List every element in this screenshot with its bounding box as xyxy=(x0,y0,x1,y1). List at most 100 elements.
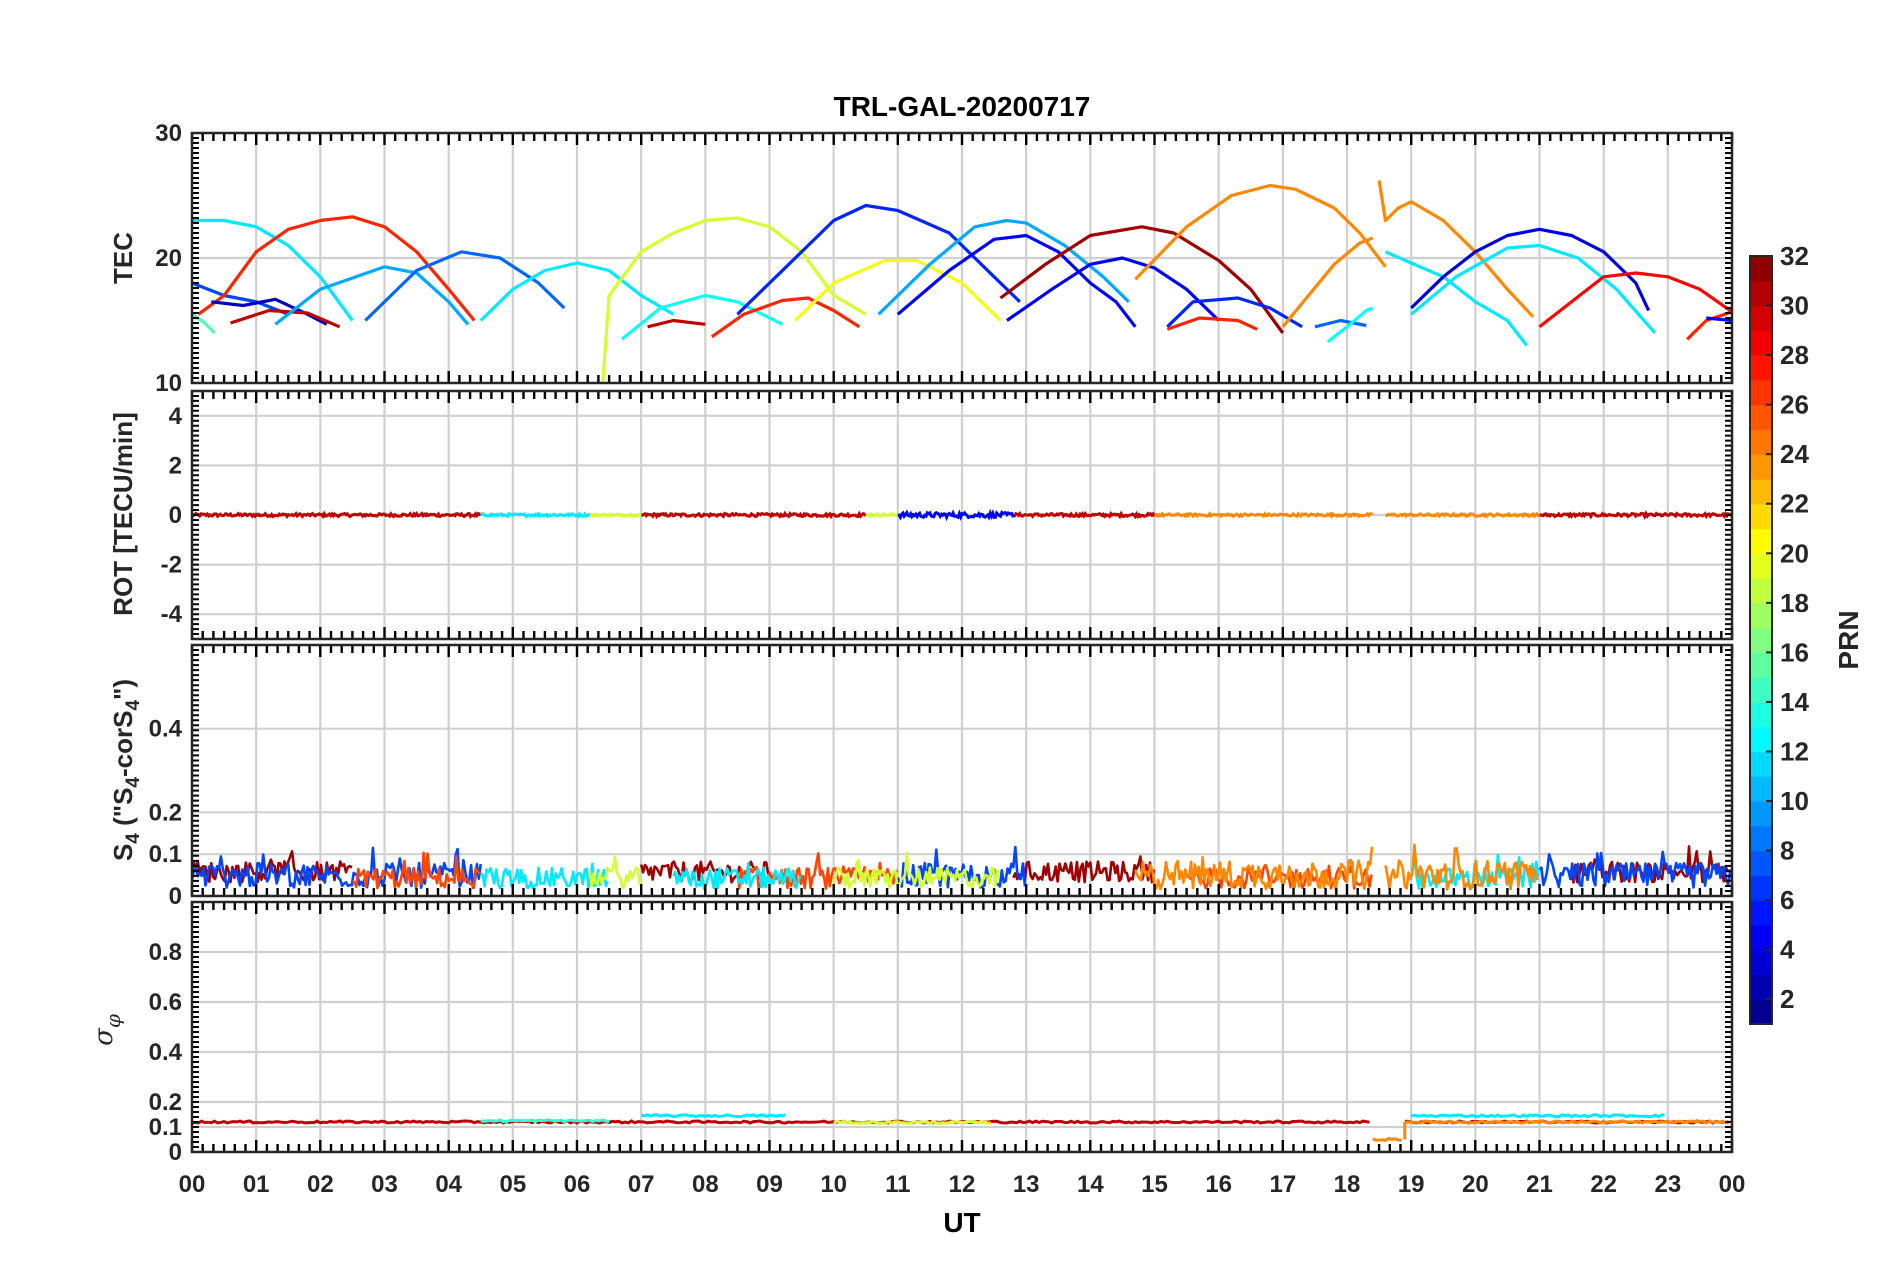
colorbar-tick-label: 2 xyxy=(1780,984,1794,1014)
colorbar-tick-label: 28 xyxy=(1780,340,1809,370)
s4-series-prn-24 xyxy=(1134,846,1374,891)
colorbar-swatch xyxy=(1750,776,1772,802)
rot-series-prn-19 xyxy=(865,511,899,518)
colorbar-tick-label: 12 xyxy=(1780,736,1809,766)
colorbar-swatch xyxy=(1750,726,1772,753)
colorbar-swatch xyxy=(1750,677,1772,703)
tec-series-prn-27 xyxy=(1166,316,1258,331)
s4-series-group xyxy=(192,843,1732,891)
s4-series-prn-19 xyxy=(588,855,642,890)
chart-title: TRL-GAL-20200717 xyxy=(834,91,1091,122)
tec-axes-frame xyxy=(190,131,1734,385)
s4-series-prn-26 xyxy=(351,851,481,890)
tec-series-prn-12 xyxy=(192,218,354,322)
s4-y-tick-label: 0.4 xyxy=(149,716,183,743)
rot-series-prn-12 xyxy=(479,511,591,519)
tec-series-prn-24 xyxy=(1134,183,1387,281)
rot-series-prn-24 xyxy=(1385,511,1540,519)
x-tick-label: 20 xyxy=(1462,1171,1489,1198)
tec-series-prn-27 xyxy=(710,296,861,339)
x-tick-label: 19 xyxy=(1398,1171,1425,1198)
tec-y-tick-label: 10 xyxy=(155,370,182,397)
colorbar-tick-label: 6 xyxy=(1780,885,1794,915)
x-tick-label: 23 xyxy=(1654,1171,1681,1198)
x-tick-label: 06 xyxy=(564,1171,591,1198)
colorbar-tick-label: 24 xyxy=(1780,439,1809,469)
x-tick-label: 05 xyxy=(499,1171,526,1198)
x-tick-label: 11 xyxy=(885,1171,910,1198)
colorbar-frame xyxy=(1749,255,1773,1025)
colorbar-tick-label: 18 xyxy=(1780,588,1809,618)
tec-panel: 10 20 30 xyxy=(155,120,1734,397)
x-tick-label: 04 xyxy=(435,1171,462,1198)
tec-series-group xyxy=(192,180,1732,383)
colorbar-swatch xyxy=(1750,330,1772,356)
tec-series-prn-30 xyxy=(647,318,706,329)
s4-series-prn-12 xyxy=(672,861,802,890)
sigma-y-tick-label: 0.8 xyxy=(149,939,182,966)
colorbar-tick-label: 10 xyxy=(1780,786,1809,816)
tec-series-prn-13 xyxy=(1326,306,1374,344)
colorbar-swatch xyxy=(1750,280,1772,307)
rot-series-prn-30 xyxy=(192,510,482,520)
colorbar-tick-label: 20 xyxy=(1780,538,1809,568)
sigma-series-prn-19 xyxy=(833,1119,992,1126)
s4-panel: 0 0.1 0.2 0.4 xyxy=(149,643,1734,910)
s4-axes-frame xyxy=(190,643,1734,898)
colorbar-swatch xyxy=(1750,974,1772,1000)
sigma-y-tick-label: 0.2 xyxy=(149,1089,182,1116)
colorbar-swatch xyxy=(1750,528,1772,554)
sigma-y-tick-label: 0.1 xyxy=(149,1114,182,1141)
tec-series-prn-12 xyxy=(1384,250,1528,347)
colorbar-tick-label: 32 xyxy=(1780,241,1809,271)
colorbar-swatch xyxy=(1750,825,1772,852)
colorbar-swatch xyxy=(1750,478,1772,505)
x-tick-label: 12 xyxy=(949,1171,976,1198)
colorbar-swatch xyxy=(1750,751,1772,777)
tec-series-prn-3 xyxy=(211,297,328,326)
tec-series-prn-10 xyxy=(274,265,470,326)
s4-y-tick-label: 0.1 xyxy=(149,841,182,868)
x-tick-label: 17 xyxy=(1269,1171,1296,1198)
colorbar-swatch xyxy=(1750,379,1772,406)
tec-series-prn-27 xyxy=(197,215,476,322)
rot-series-prn-5 xyxy=(897,508,1015,522)
rot-panel: -4 -2 0 2 4 xyxy=(161,389,1734,641)
colorbar-swatch xyxy=(1750,602,1772,629)
rot-y-tick-label: -4 xyxy=(161,601,183,628)
sigma-y-tick-label: 0.4 xyxy=(149,1039,183,1066)
s4-y-tick-label: 0 xyxy=(169,883,182,910)
sigma-series-prn-12 xyxy=(640,1113,786,1119)
sigma-series-prn-30 xyxy=(192,1119,1370,1125)
sigma-axes-frame xyxy=(190,900,1734,1154)
x-tick-label: 02 xyxy=(307,1171,334,1198)
x-tick-label: 21 xyxy=(1526,1171,1553,1198)
sigma-series-prn-24 xyxy=(1372,1137,1402,1142)
rot-y-tick-label: 2 xyxy=(169,452,182,479)
colorbar-swatch xyxy=(1750,454,1772,480)
s4-series-prn-7 xyxy=(1538,850,1732,889)
x-tick-label: 10 xyxy=(820,1171,847,1198)
tec-series-prn-27 xyxy=(1685,310,1732,341)
colorbar-tick-label: 16 xyxy=(1780,637,1809,667)
colorbar-swatch xyxy=(1750,949,1772,976)
colorbar-swatch xyxy=(1750,355,1772,381)
colorbar-swatch xyxy=(1750,256,1772,282)
x-tick-label: 13 xyxy=(1013,1171,1040,1198)
s4-series-prn-19 xyxy=(832,851,1001,890)
tec-series-prn-8 xyxy=(1314,318,1367,329)
colorbar-tick-label: 8 xyxy=(1780,836,1794,866)
s4-y-tick-label: 0.2 xyxy=(149,799,182,826)
tec-series-prn-13 xyxy=(620,293,784,341)
colorbar-swatch xyxy=(1750,553,1772,579)
colorbar-swatch xyxy=(1750,924,1772,951)
x-tick-label: 22 xyxy=(1590,1171,1617,1198)
sigma-series-prn-12 xyxy=(1410,1113,1665,1119)
tec-y-tick-label: 20 xyxy=(155,245,182,272)
sigma-y-tick-label: 0 xyxy=(169,1139,182,1166)
sigma-y-tick-label: 0.6 xyxy=(149,989,182,1016)
x-tick-label: 07 xyxy=(628,1171,655,1198)
s4-series-prn-24 xyxy=(1384,843,1539,891)
